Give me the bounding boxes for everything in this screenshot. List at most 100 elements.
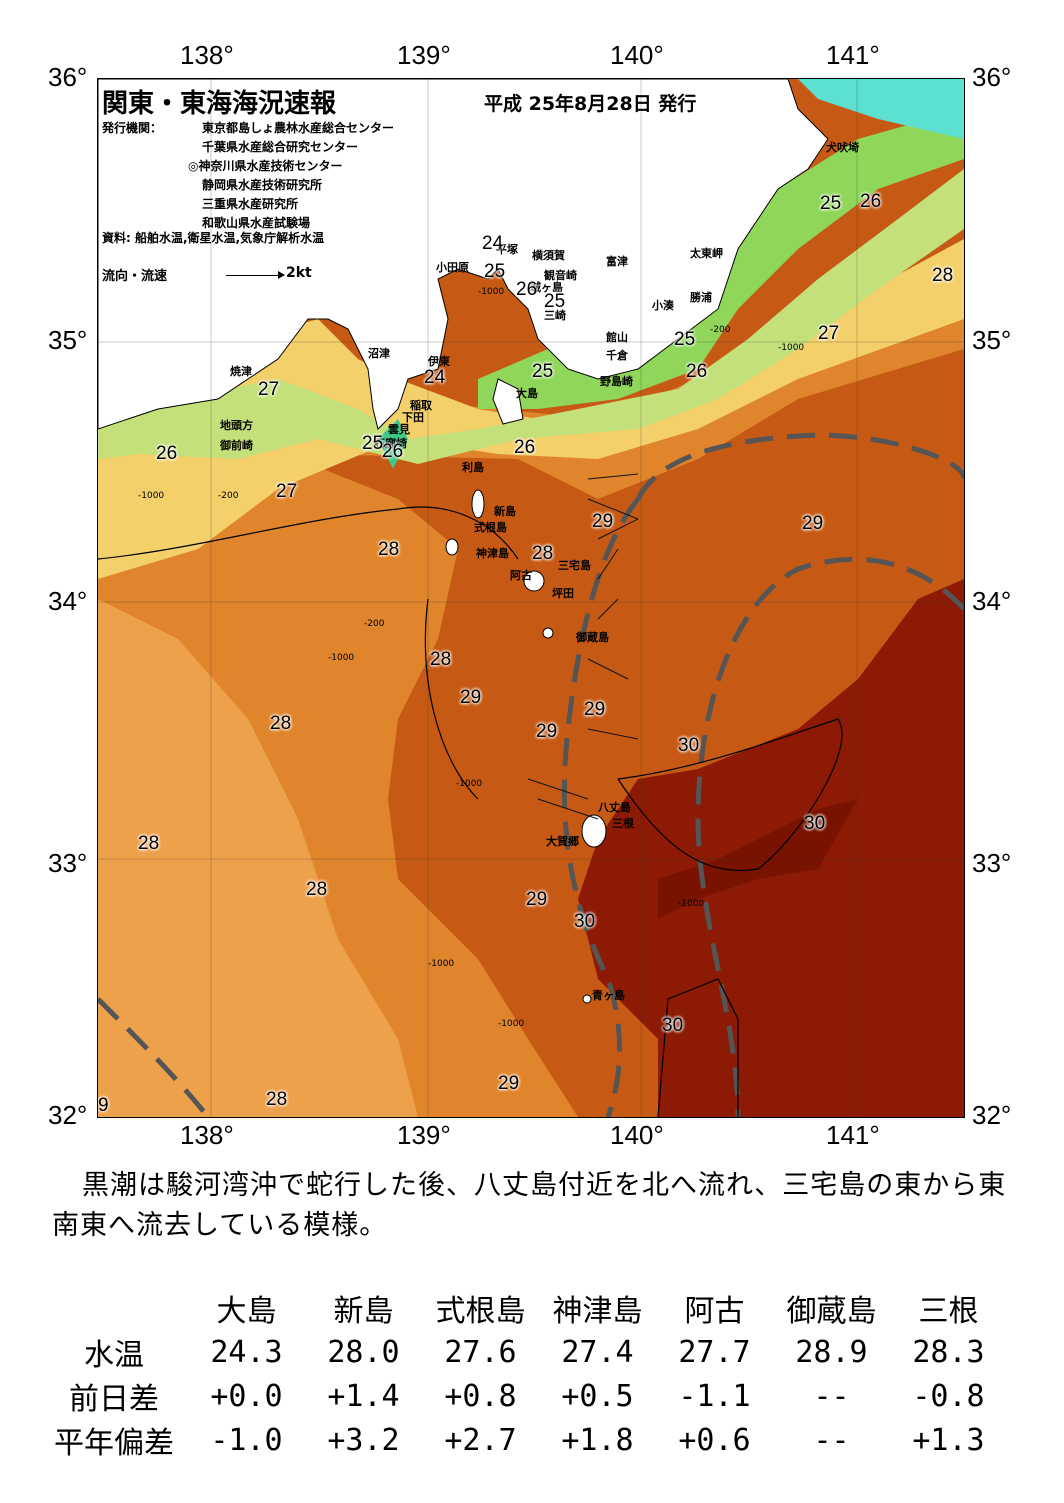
sea-26-zone <box>98 169 964 464</box>
lat-label-36: 36° <box>48 62 88 92</box>
place-miyakejima: 三宅島 <box>558 559 591 572</box>
isotherm-label: 28 <box>532 543 554 564</box>
issuer-0: 東京都島しょ農林水産総合センター <box>202 121 395 135</box>
isotherm-label: 24 <box>424 367 446 388</box>
isotherm-label: 27 <box>276 481 298 502</box>
place-tsubota: 坪田 <box>552 587 574 600</box>
lat-label-34: 34° <box>48 586 88 616</box>
lat-label-32: 32° <box>48 1100 88 1130</box>
depth-label: -1000 <box>428 959 455 969</box>
table-cell: -- <box>813 1422 850 1458</box>
legend-arrow <box>226 275 282 276</box>
isotherm-label: 30 <box>678 735 700 756</box>
lat-label-35: 35° <box>48 325 88 355</box>
column-header: 式根島 <box>435 1294 526 1329</box>
place-hachijojima: 八丈島 <box>598 801 631 814</box>
table-cell: 27.4 <box>561 1334 634 1370</box>
table-cell: -1.0 <box>210 1422 283 1458</box>
place-nojimazaki: 野島崎 <box>600 375 633 388</box>
isotherm-label: 30 <box>662 1015 684 1036</box>
place-futtsu: 富津 <box>606 255 628 268</box>
land-honshu <box>98 79 829 430</box>
observation-table: 大島 新島 式根島 神津島 阿古 御蔵島 三根 水温 24.3 28.0 27.… <box>40 1286 1007 1462</box>
lon-label-141-bottom: 141° <box>826 1120 880 1150</box>
issuer-2: ◎神奈川県水産技術センター <box>188 159 343 173</box>
place-inatori: 稲取 <box>410 399 432 412</box>
kuroshio-axis-southwest <box>98 997 210 1117</box>
isotherm-label: 25 <box>820 193 842 214</box>
table-cell: +0.0 <box>210 1378 283 1414</box>
isotherm-label: 27 <box>258 379 280 400</box>
lon-label-139-bottom: 139° <box>397 1120 451 1150</box>
column-header: 新島 <box>333 1294 394 1329</box>
isotherm-label: 27 <box>818 323 840 344</box>
issuer-list: 東京都島しょ農林水産総合センター 千葉県水産総合研究センター ◎神奈川県水産技術… <box>188 119 395 233</box>
place-aogashima: 青ヶ島 <box>592 989 625 1002</box>
place-mitsune: 三根 <box>612 817 634 830</box>
island-hachijojima <box>581 814 607 848</box>
issuer-4: 三重県水産研究所 <box>202 197 299 211</box>
isotherm-label: 29 <box>802 513 824 534</box>
sea-24-zone <box>378 419 408 469</box>
legend-arrow-head-icon <box>278 271 285 279</box>
isotherm-label: 25 <box>544 291 566 312</box>
grid-lines <box>98 79 964 1117</box>
place-ako: 阿古 <box>510 569 532 582</box>
isotherm-label: 26 <box>860 191 882 212</box>
place-numazu: 沼津 <box>368 347 390 360</box>
lon-label-138-bottom: 138° <box>180 1120 234 1150</box>
isotherm-label: 28 <box>270 713 292 734</box>
table-cell: -1.1 <box>678 1378 751 1414</box>
table-cell: 24.3 <box>210 1334 283 1370</box>
lon-label-138: 138° <box>180 40 234 70</box>
row-label: 水温 <box>84 1338 144 1373</box>
issue-date: 平成 25年8月28日 発行 <box>484 93 697 115</box>
summary-text: 黒潮は駿河湾沖で蛇行した後、八丈島付近を北へ流れ、三宅島の東から東南東へ流去して… <box>52 1170 1007 1241</box>
issuer-label: 発行機関： <box>102 121 163 135</box>
row-label: 前日差 <box>69 1382 159 1417</box>
lon-label-139: 139° <box>397 40 451 70</box>
place-inubosaki: 犬吠埼 <box>826 141 859 154</box>
sea-temperature-map: 関東・東海海況速報 平成 25年8月28日 発行 発行機関： 東京都島しょ農林水… <box>97 78 965 1118</box>
place-kominato: 小湊 <box>652 299 674 312</box>
column-header: 御蔵島 <box>786 1294 877 1329</box>
isotherm-label: 28 <box>430 649 452 670</box>
table-cell: 28.3 <box>912 1334 985 1370</box>
isotherm-label: 25 <box>484 261 506 282</box>
place-shikinejima: 式根島 <box>474 521 507 534</box>
table-row: 平年偏差 -1.0 +3.2 +2.7 +1.8 +0.6 -- +1.3 <box>40 1418 1007 1462</box>
isotherm-label: 25 <box>362 433 384 454</box>
isotherm-label: 26 <box>516 279 538 300</box>
issuer-1: 千葉県水産総合研究センター <box>202 140 359 154</box>
table-cell: +3.2 <box>327 1422 400 1458</box>
sea-cold-zone <box>798 79 964 139</box>
place-jogashima: 城ヶ島 <box>530 281 563 294</box>
isotherm-label: 29 <box>584 699 606 720</box>
kuroshio-axis-main <box>561 497 640 1117</box>
lat-label-32-right: 32° <box>972 1100 1012 1130</box>
place-kumomi: 雲見 <box>388 423 410 436</box>
place-hiratsuka: 平塚 <box>496 243 518 256</box>
island-niijima <box>471 489 485 519</box>
depth-label: -200 <box>364 619 385 629</box>
isotherm-contours <box>98 506 843 1117</box>
place-toshima: 利島 <box>462 461 484 474</box>
data-sources: 資料: 船舶水温,衛星水温,気象庁解析水温 <box>102 231 325 245</box>
isotherm-label: 28 <box>378 539 400 560</box>
row-label: 平年偏差 <box>54 1426 174 1461</box>
place-taitomisaki: 太東岬 <box>690 247 723 260</box>
isotherm-label: 29 <box>498 1073 520 1094</box>
place-yaizu: 焼津 <box>230 365 252 378</box>
lon-label-141: 141° <box>826 40 880 70</box>
place-mikurajima: 御蔵島 <box>576 631 609 644</box>
column-header: 阿古 <box>684 1294 745 1329</box>
isotherm-label: 29 <box>592 511 614 532</box>
place-niijima: 新島 <box>494 505 516 518</box>
table-cell: +1.4 <box>327 1378 400 1414</box>
table-row: 前日差 +0.0 +1.4 +0.8 +0.5 -1.1 -- -0.8 <box>40 1374 1007 1418</box>
table-header-row: 大島 新島 式根島 神津島 阿古 御蔵島 三根 <box>40 1286 1007 1330</box>
depth-label: -1000 <box>498 1019 525 1029</box>
table-cell: -0.8 <box>912 1378 985 1414</box>
depth-label: -200 <box>710 325 731 335</box>
isotherm-label: 24 <box>482 233 504 254</box>
